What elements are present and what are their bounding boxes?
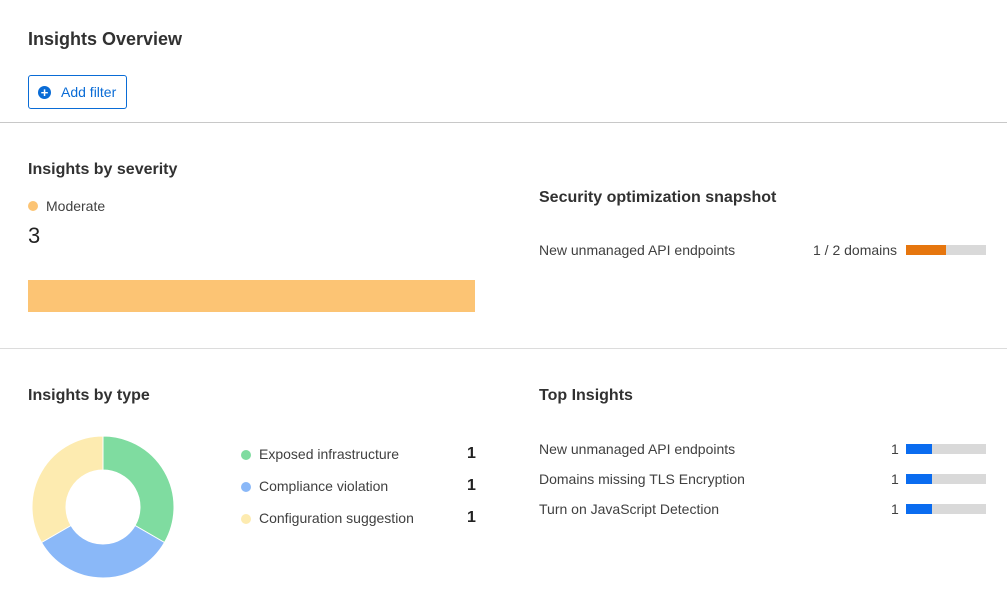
snapshot-title: Security optimization snapshot [539,189,777,206]
add-filter-button[interactable]: + Add filter [28,75,127,109]
type-donut-chart [31,435,175,579]
add-filter-label: Add filter [61,84,117,100]
legend-label: Configuration suggestion [259,510,414,526]
moderate-severity-bar[interactable] [28,280,475,312]
top-insight-count: 1 [891,441,899,457]
legend-dot [241,514,251,524]
page-title: Insights Overview [28,29,183,49]
divider [0,348,1007,349]
severity-title: Insights by severity [28,161,178,178]
legend-count: 1 [467,509,476,526]
donut-slice-1[interactable] [40,524,166,579]
top-insight-label: New unmanaged API endpoints [539,441,736,457]
moderate-legend-dot [28,201,38,211]
snapshot-progress-bar [906,245,986,255]
snapshot-value: 1 / 2 domains [813,242,898,258]
legend-dot [241,482,251,492]
legend-count: 1 [467,477,476,494]
donut-slice-2[interactable] [31,435,104,544]
divider [0,122,1007,123]
top-insight-bar [906,504,986,514]
top-insight-label: Turn on JavaScript Detection [539,501,720,517]
donut-slice-0[interactable] [102,435,175,544]
legend-label: Compliance violation [259,478,389,494]
snapshot-label: New unmanaged API endpoints [539,242,736,258]
legend-dot [241,450,251,460]
severity-count: 3 [28,223,41,248]
top-insight-bar [906,444,986,454]
top-insight-count: 1 [891,501,899,517]
top-insights-title: Top Insights [539,387,633,404]
legend-count: 1 [467,445,476,462]
top-insight-label: Domains missing TLS Encryption [539,471,745,487]
type-title: Insights by type [28,387,150,404]
moderate-legend-label: Moderate [46,198,106,214]
top-insight-count: 1 [891,471,899,487]
plus-circle-icon: + [38,85,51,99]
legend-label: Exposed infrastructure [259,446,400,462]
top-insight-bar [906,474,986,484]
